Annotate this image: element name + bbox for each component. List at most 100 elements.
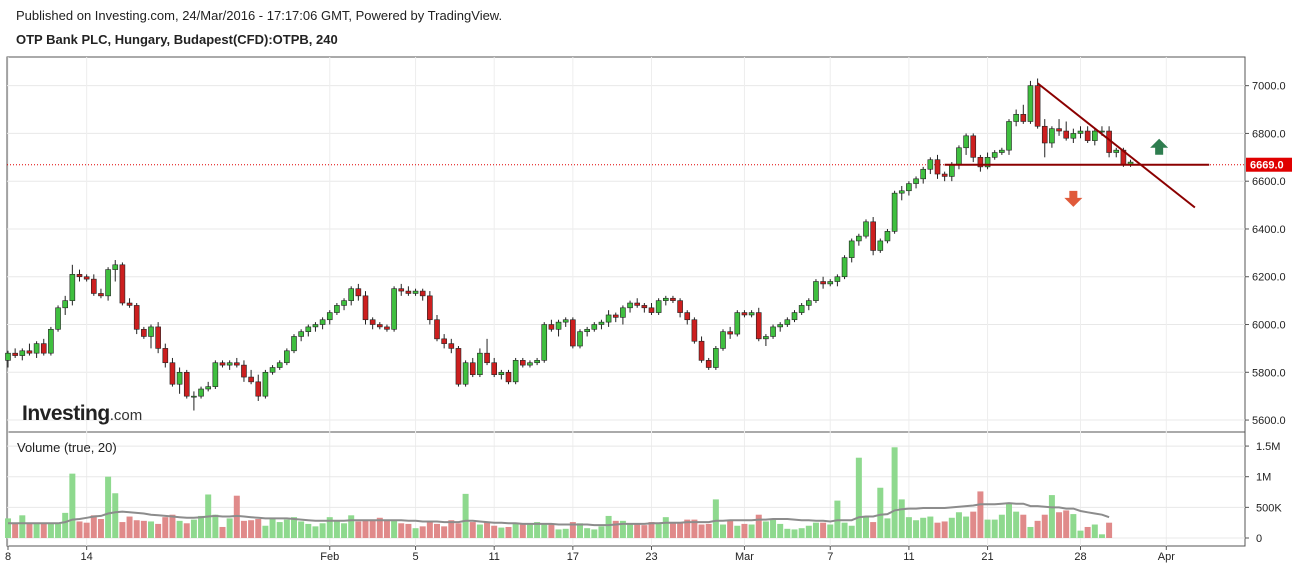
time-tick-label: Apr [1158, 551, 1175, 563]
volume-bar [998, 514, 1005, 538]
volume-bar [419, 526, 426, 538]
time-tick-label: 11 [488, 551, 499, 563]
candle-body [441, 338, 447, 344]
volume-bar [605, 515, 612, 538]
candle-body [734, 312, 741, 335]
volume-bar [126, 516, 133, 538]
candle-body [755, 312, 762, 340]
candle-body [219, 362, 226, 366]
volume-bar [777, 523, 784, 538]
volume-bar [977, 491, 984, 538]
volume-bar [677, 522, 684, 538]
volume-tick-label: 1.5M [1256, 441, 1280, 453]
candle-body [1092, 130, 1098, 141]
volume-bar [898, 499, 905, 538]
candle-body [198, 388, 204, 397]
candle-body [684, 312, 691, 321]
volume-bar [619, 520, 626, 538]
candle-body [877, 240, 884, 251]
volume-bar [712, 499, 719, 538]
candle-body [5, 352, 11, 361]
time-tick-label: Feb [320, 551, 339, 563]
candle-body [977, 157, 984, 168]
candle-body [462, 362, 469, 385]
volume-bar [190, 519, 197, 538]
price-tick-label: 6600.0 [1252, 176, 1286, 188]
candle-body [348, 288, 355, 301]
candle-body [76, 274, 83, 278]
candle-body [505, 371, 512, 383]
candle-body [777, 324, 784, 328]
volume-bar [69, 473, 76, 538]
volume-bar [255, 519, 262, 538]
candles [5, 78, 1134, 411]
volume-bar [634, 523, 641, 538]
candle-body [677, 300, 683, 313]
candle-body [298, 331, 304, 337]
volume-bar [83, 522, 90, 538]
candle-body [519, 360, 526, 366]
volume-bar [484, 522, 491, 538]
time-tick-label: 28 [1074, 551, 1086, 563]
volume-bar [198, 515, 205, 538]
candle-body [934, 159, 941, 175]
volume-bar [169, 514, 176, 538]
volume-bar [891, 447, 898, 538]
candle-body [391, 288, 397, 330]
volume-bar [398, 523, 405, 538]
volume-bar [1091, 524, 1098, 538]
candle-body [434, 319, 440, 340]
candle-body [591, 324, 598, 330]
candle-body [584, 328, 590, 332]
candle-body [813, 281, 819, 301]
logo-main: Investing [22, 402, 110, 425]
candle-body [577, 331, 583, 347]
candle-body [634, 302, 641, 306]
candle-body [169, 362, 176, 385]
candle-body [384, 326, 390, 330]
volume-bar [920, 517, 927, 538]
volume-bar [562, 528, 569, 538]
price-tick-label: 5800.0 [1252, 367, 1286, 379]
volume-bar [727, 520, 734, 538]
candle-body [98, 293, 104, 297]
volume-bar [927, 516, 934, 538]
candle-body [412, 290, 419, 294]
candle-body [605, 314, 612, 323]
candle-body [305, 326, 312, 332]
price-tick-label: 6400.0 [1252, 224, 1286, 236]
candle-body [984, 157, 991, 168]
volume-bar [1027, 526, 1034, 538]
volume-bar [97, 519, 104, 538]
volume-bar [148, 521, 154, 538]
volume-bar [90, 515, 97, 538]
candle-body [427, 295, 433, 321]
candle-body [970, 135, 977, 158]
candle-body [1013, 114, 1019, 122]
candle-body [941, 173, 948, 177]
candle-body [841, 257, 848, 278]
volume-bar [748, 524, 755, 538]
candle-body [419, 290, 426, 297]
time-tick-label: 11 [903, 551, 914, 563]
volume-bar [584, 528, 591, 538]
candle-body [512, 360, 519, 383]
volume-bar [319, 523, 326, 538]
candle-body [662, 297, 669, 301]
candle-body [319, 319, 326, 325]
candle-body [784, 319, 791, 325]
volume-bar [47, 523, 54, 538]
volume-bar [884, 518, 891, 538]
volume-bar [1048, 495, 1055, 538]
time-tick-label: 17 [567, 551, 579, 563]
volume-bar [383, 520, 390, 538]
volume-bar [240, 520, 247, 538]
candle-body [612, 314, 619, 318]
candle-body [148, 326, 154, 337]
volume-bar [648, 522, 655, 538]
time-tick-label: 21 [981, 551, 993, 563]
candle-body [369, 319, 376, 325]
candle-body [1041, 125, 1048, 144]
volume-bar [140, 520, 147, 538]
